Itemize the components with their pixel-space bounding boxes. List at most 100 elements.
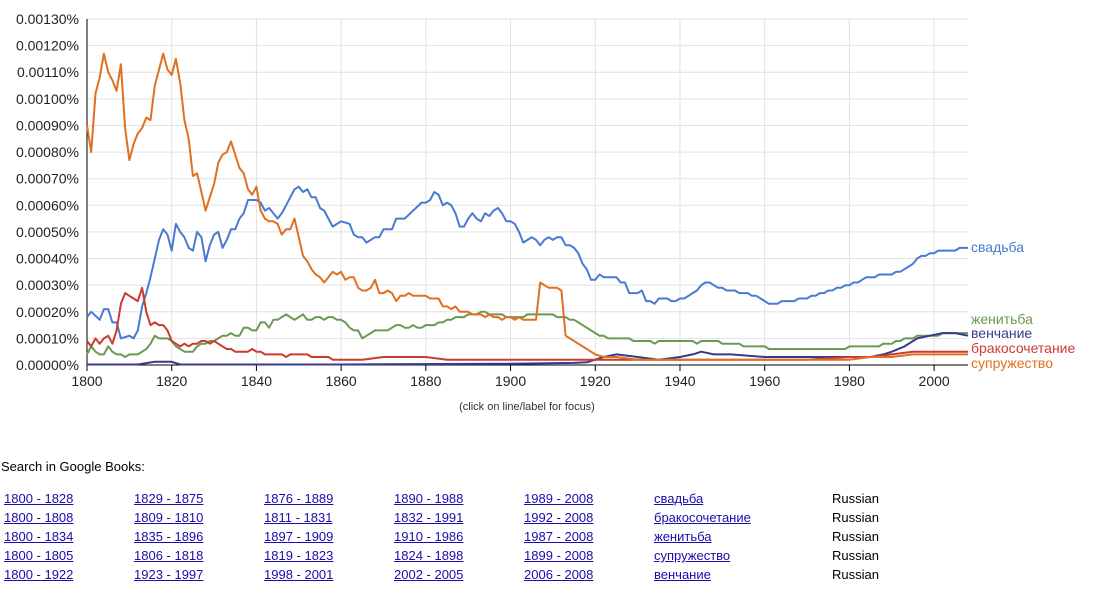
year-range-link[interactable]: 1897 - 1909 <box>264 529 334 544</box>
search-cell: 1819 - 1823 <box>261 546 391 565</box>
search-books-table: 1800 - 1828 1829 - 1875 1876 - 1889 1890 - … <box>1 489 922 584</box>
term-link[interactable]: женитьба <box>654 529 712 544</box>
search-cell: 1800 - 1922 <box>1 565 131 584</box>
year-range-link[interactable]: 1998 - 2001 <box>264 567 334 582</box>
year-range-link[interactable]: 1811 - 1831 <box>264 510 333 525</box>
year-range-link[interactable]: 1835 - 1896 <box>134 529 204 544</box>
search-cell: 1824 - 1898 <box>391 546 521 565</box>
year-range-link[interactable]: 1876 - 1889 <box>264 491 334 506</box>
language-label: Russian <box>832 491 879 506</box>
language-label: Russian <box>832 529 879 544</box>
series-label-2[interactable]: женитьба <box>971 311 1033 327</box>
year-range-link[interactable]: 1800 - 1808 <box>4 510 74 525</box>
x-tick-label: 1880 <box>410 373 441 389</box>
search-cell: бракосочетание <box>651 508 829 527</box>
year-range-link[interactable]: 1992 - 2008 <box>524 510 594 525</box>
year-range-link[interactable]: 1800 - 1922 <box>4 567 74 582</box>
y-tick-label: 0.00080% <box>16 144 79 160</box>
y-tick-label: 0.00110% <box>17 64 79 80</box>
term-link[interactable]: супружество <box>654 548 731 563</box>
year-range-link[interactable]: 1899 - 2008 <box>524 548 594 563</box>
search-row: 1800 - 1808 1809 - 1810 1811 - 1831 1832 - … <box>1 508 922 527</box>
year-range-link[interactable]: 1910 - 1986 <box>394 529 464 544</box>
search-cell: супружество <box>651 546 829 565</box>
year-range-link[interactable]: 1800 - 1828 <box>4 491 74 506</box>
search-row: 1800 - 1834 1835 - 1896 1897 - 1909 1910 - … <box>1 527 922 546</box>
search-cell: 1923 - 1997 <box>131 565 261 584</box>
y-tick-label: 0.00050% <box>16 224 79 240</box>
search-cell: женитьба <box>651 527 829 546</box>
year-range-link[interactable]: 1923 - 1997 <box>134 567 204 582</box>
x-tick-label: 1860 <box>326 373 357 389</box>
x-tick-label: 1960 <box>749 373 780 389</box>
x-tick-label: 1920 <box>580 373 611 389</box>
search-cell: 1829 - 1875 <box>131 489 261 508</box>
x-tick-label: 1820 <box>156 373 187 389</box>
language-label: Russian <box>832 548 879 563</box>
series-line-5[interactable] <box>86 52 968 361</box>
term-link[interactable]: венчание <box>654 567 711 582</box>
search-row: 1800 - 1805 1806 - 1818 1819 - 1823 1824 - … <box>1 546 922 565</box>
search-cell: 2006 - 2008 <box>521 565 651 584</box>
year-range-link[interactable]: 1829 - 1875 <box>134 491 204 506</box>
x-tick-label: 1800 <box>71 373 102 389</box>
year-range-link[interactable]: 1800 - 1805 <box>4 548 74 563</box>
search-cell: 1811 - 1831 <box>261 508 391 527</box>
y-tick-label: 0.00070% <box>16 171 79 187</box>
search-cell: 1989 - 2008 <box>521 489 651 508</box>
y-tick-label: 0.00060% <box>16 197 79 213</box>
language-label: Russian <box>832 510 879 525</box>
x-tick-label: 1840 <box>241 373 272 389</box>
search-cell: 1800 - 1828 <box>1 489 131 508</box>
year-range-link[interactable]: 1890 - 1988 <box>394 491 464 506</box>
y-tick-label: 0.00010% <box>16 330 79 346</box>
search-cell: 1897 - 1909 <box>261 527 391 546</box>
series-line-1[interactable] <box>86 185 968 340</box>
search-cell: 1809 - 1810 <box>131 508 261 527</box>
series-line-4[interactable] <box>86 286 968 361</box>
year-range-link[interactable]: 1832 - 1991 <box>394 510 464 525</box>
year-range-link[interactable]: 1806 - 1818 <box>134 548 204 563</box>
year-range-link[interactable]: 2006 - 2008 <box>524 567 594 582</box>
year-range-link[interactable]: 1809 - 1810 <box>134 510 204 525</box>
term-link[interactable]: свадьба <box>654 491 704 506</box>
y-tick-label: 0.00040% <box>16 251 79 267</box>
search-cell: 1800 - 1834 <box>1 527 131 546</box>
x-tick-label: 2000 <box>919 373 950 389</box>
search-cell: 1835 - 1896 <box>131 527 261 546</box>
search-cell: 1910 - 1986 <box>391 527 521 546</box>
x-tick-label: 1980 <box>834 373 865 389</box>
x-tick-label: 1900 <box>495 373 526 389</box>
search-row: 1800 - 1828 1829 - 1875 1876 - 1889 1890 - … <box>1 489 922 508</box>
search-cell: 1987 - 2008 <box>521 527 651 546</box>
series-label-1[interactable]: свадьба <box>971 239 1024 255</box>
year-range-link[interactable]: 1824 - 1898 <box>394 548 464 563</box>
term-link[interactable]: бракосочетание <box>654 510 751 525</box>
search-cell: 1876 - 1889 <box>261 489 391 508</box>
series-line-3[interactable] <box>87 332 969 366</box>
search-row: 1800 - 1922 1923 - 1997 1998 - 2001 2002 - … <box>1 565 922 584</box>
search-cell: 1890 - 1988 <box>391 489 521 508</box>
search-cell: 2002 - 2005 <box>391 565 521 584</box>
search-cell: 1800 - 1808 <box>1 508 131 527</box>
year-range-link[interactable]: 1819 - 1823 <box>264 548 334 563</box>
year-range-link[interactable]: 1987 - 2008 <box>524 529 594 544</box>
series-label-3[interactable]: венчание <box>971 325 1032 341</box>
search-cell: 1998 - 2001 <box>261 565 391 584</box>
year-range-link[interactable]: 2002 - 2005 <box>394 567 464 582</box>
y-tick-label: 0.00090% <box>16 117 79 133</box>
search-cell: 1800 - 1805 <box>1 546 131 565</box>
language-label: Russian <box>832 567 879 582</box>
series-label-4[interactable]: бракосочетание <box>971 340 1076 356</box>
x-tick-label: 1940 <box>664 373 695 389</box>
focus-hint: (click on line/label for focus) <box>459 401 595 413</box>
y-tick-label: 0.00000% <box>16 357 79 373</box>
year-range-link[interactable]: 1800 - 1834 <box>4 529 74 544</box>
search-cell: 1992 - 2008 <box>521 508 651 527</box>
search-cell: 1806 - 1818 <box>131 546 261 565</box>
series-label-5[interactable]: супружество <box>971 355 1053 371</box>
y-tick-label: 0.00020% <box>16 304 79 320</box>
series-line-2[interactable] <box>86 310 968 358</box>
search-cell: 1899 - 2008 <box>521 546 651 565</box>
year-range-link[interactable]: 1989 - 2008 <box>524 491 594 506</box>
